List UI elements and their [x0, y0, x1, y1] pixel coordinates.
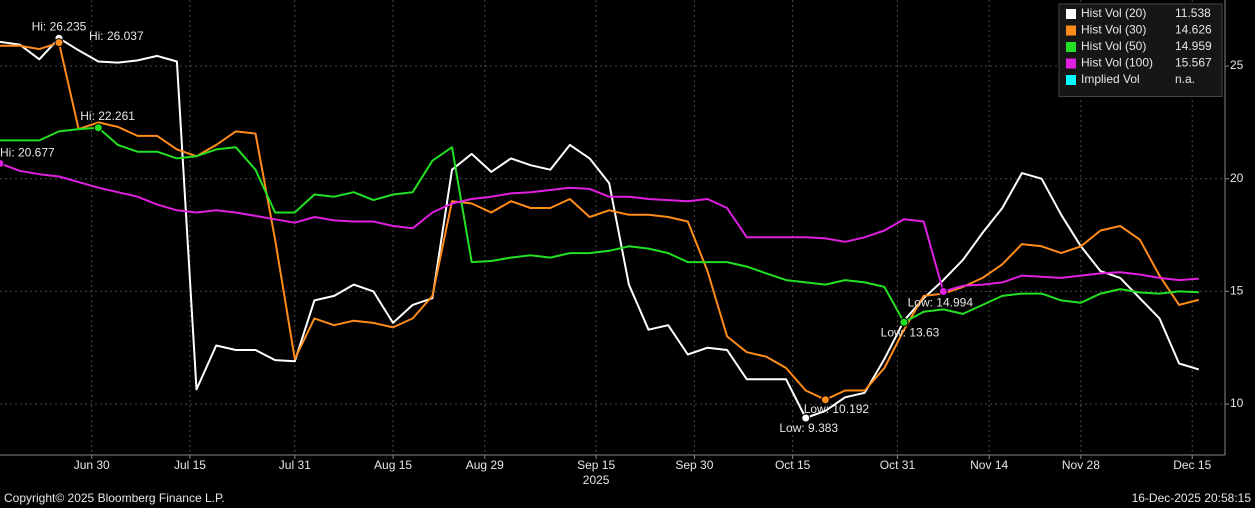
series-line: [0, 126, 1199, 324]
x-tick-label: Jun 30: [74, 458, 110, 472]
x-tick-label: Oct 15: [775, 458, 811, 472]
y-tick-label: 10: [1230, 396, 1244, 410]
annotation-marker: [820, 395, 830, 405]
legend-label: Hist Vol (30): [1081, 23, 1146, 37]
x-tick-label: Dec 15: [1173, 458, 1211, 472]
x-tick-label: Nov 28: [1062, 458, 1100, 472]
annotation-label: Low: 13.63: [881, 325, 940, 339]
legend-value: 14.626: [1175, 23, 1212, 37]
annotation-label: Hi: 26.235: [32, 19, 87, 33]
annotation-label: Low: 9.383: [779, 421, 838, 435]
legend-label: Hist Vol (20): [1081, 6, 1146, 20]
x-year-label: 2025: [583, 473, 610, 487]
annotation-label: Low: 14.994: [908, 296, 974, 310]
legend-value: 14.959: [1175, 39, 1212, 53]
legend-label: Implied Vol: [1081, 72, 1140, 86]
y-tick-label: 25: [1230, 58, 1244, 72]
legend-swatch: [1066, 58, 1076, 69]
copyright: Copyright© 2025 Bloomberg Finance L.P.: [4, 491, 225, 505]
annotation-marker: [0, 158, 5, 168]
legend-label: Hist Vol (100): [1081, 56, 1153, 70]
y-tick-label: 20: [1230, 171, 1244, 185]
legend: Hist Vol (20) 11.538 Hist Vol (30) 14.626 Hi…: [1058, 3, 1223, 97]
annotation-marker: [801, 413, 811, 423]
lines: [0, 37, 1200, 419]
legend-value: n.a.: [1175, 72, 1195, 86]
annotation-label: Hi: 22.261: [80, 109, 135, 123]
x-tick-label: Jul 31: [279, 458, 311, 472]
annotation-label: Hi: 20.677: [0, 146, 55, 160]
legend-value: 15.567: [1175, 56, 1212, 70]
x-tick-label: Aug 29: [466, 458, 504, 472]
annotation-marker: [54, 38, 64, 48]
annotation-marker: [938, 287, 948, 297]
x-tick-label: Sep 30: [675, 458, 713, 472]
series-line: [0, 162, 1199, 293]
legend-swatch: [1066, 9, 1076, 19]
legend-label: Hist Vol (50): [1081, 39, 1146, 53]
legend-value: 11.538: [1175, 6, 1211, 20]
legend-swatch: [1066, 42, 1076, 52]
x-tick-label: Aug 15: [374, 458, 412, 472]
legend-swatch: [1066, 75, 1076, 85]
x-tick-label: Sep 15: [577, 458, 615, 472]
legend-swatch: [1066, 25, 1076, 36]
x-tick-label: Oct 31: [880, 458, 916, 472]
x-tick-label: Nov 14: [970, 458, 1008, 472]
annotation-marker: [93, 123, 103, 133]
annotation-label: Low: 10.192: [804, 402, 870, 416]
x-tick-label: Jul 15: [174, 458, 206, 472]
annotation-marker: [899, 317, 909, 327]
series-line: [0, 37, 1200, 419]
y-tick-label: 15: [1230, 284, 1244, 298]
legend-box: [1058, 3, 1223, 97]
timestamp: 16-Dec-2025 20:58:15: [1132, 491, 1252, 505]
annotation-label: Hi: 26.037: [89, 29, 144, 43]
